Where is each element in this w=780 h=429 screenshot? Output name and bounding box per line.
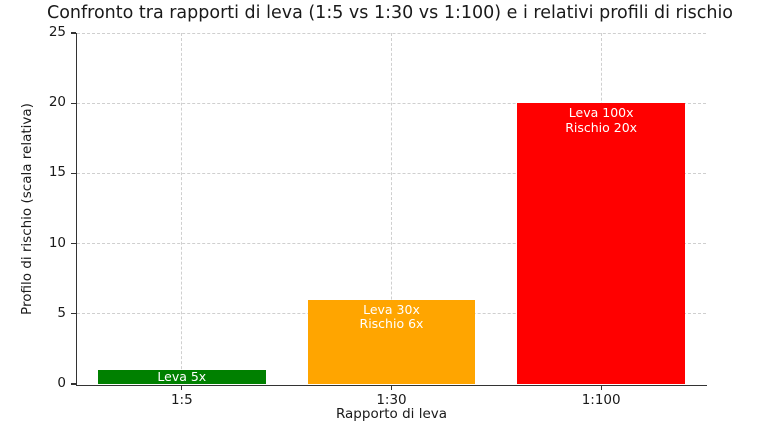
x-tick-label-1:100: 1:100 [581, 392, 621, 408]
bar-1:30 [307, 299, 476, 384]
y-tick-mark-20 [70, 102, 76, 104]
y-tick-label-20: 20 [48, 94, 66, 111]
x-axis-label: Rapporto di leva [335, 406, 448, 422]
y-tick-mark-10 [70, 242, 76, 245]
y-tick-label-15: 15 [48, 164, 66, 181]
y-tick-mark-15 [70, 172, 76, 175]
bar-1:100 [517, 103, 686, 384]
plot-area [75, 33, 707, 386]
v-gridline-1:5 [181, 33, 183, 384]
bar-1:5 [97, 369, 266, 384]
y-tick-mark-5 [70, 313, 76, 315]
y-tick-mark-25 [70, 32, 76, 34]
y-tick-label-10: 10 [48, 234, 66, 251]
y-axis-label: Profilo di rischio (scala relativa) [19, 103, 35, 315]
y-tick-label-5: 5 [57, 304, 66, 321]
y-tick-label-25: 25 [48, 24, 66, 40]
x-tick-mark-1:30 [390, 385, 393, 390]
v-gridline-1:30 [391, 33, 392, 384]
chart-title: Confronto tra rapporti di leva (1:5 vs 1… [46, 3, 734, 23]
y-tick-mark-0 [70, 383, 76, 385]
x-tick-mark-1:5 [181, 385, 183, 390]
x-tick-label-1:30: 1:30 [376, 392, 407, 408]
y-tick-label-0: 0 [57, 375, 66, 391]
x-tick-mark-1:100 [600, 385, 602, 390]
x-tick-label-1:5: 1:5 [170, 392, 193, 408]
